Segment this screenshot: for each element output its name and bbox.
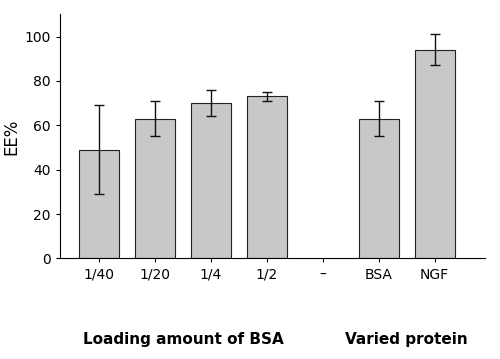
- Bar: [135, 119, 175, 258]
- Bar: [247, 97, 287, 258]
- Text: Loading amount of BSA: Loading amount of BSA: [82, 332, 283, 347]
- Bar: [79, 150, 120, 258]
- Bar: [414, 50, 455, 258]
- Bar: [191, 103, 231, 258]
- Text: Varied protein: Varied protein: [346, 332, 468, 347]
- Bar: [358, 119, 399, 258]
- Y-axis label: EE%: EE%: [2, 118, 21, 155]
